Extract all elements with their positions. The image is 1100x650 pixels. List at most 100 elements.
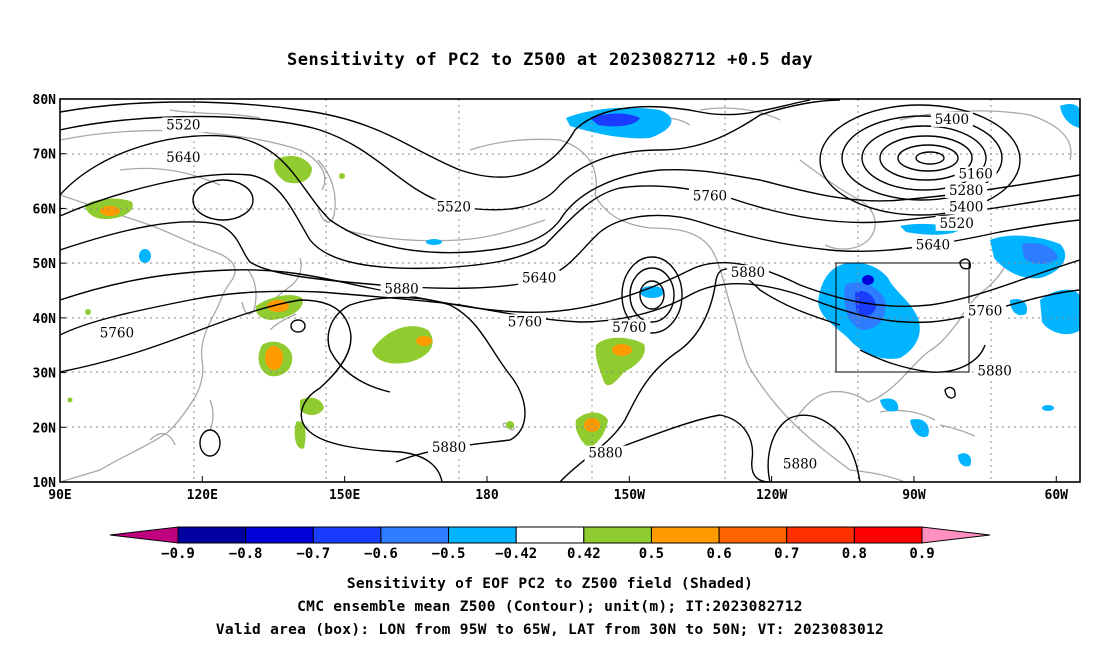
contour-label-bg: [945, 183, 988, 199]
contour-label: 5640: [916, 238, 950, 254]
colorbar-label: −0.8: [229, 546, 263, 562]
colorbar-label: 0.5: [639, 546, 664, 562]
colorbar-label: 0.42: [567, 546, 601, 562]
shade-positive-core: [100, 206, 120, 216]
shade-negative: [1042, 405, 1054, 411]
contour-label: 5520: [166, 117, 200, 133]
contour-label-bg: [503, 314, 546, 330]
contour-labels: 5520564055205760540051605280540055205640…: [95, 111, 1016, 473]
shade-positive: [67, 397, 73, 403]
colorbar-bin: [448, 526, 517, 544]
shade-positive: [294, 421, 306, 449]
contour-label-bg: [964, 303, 1007, 319]
shade-negative: [1060, 104, 1080, 128]
colorbar: −0.9 −0.8 −0.7 −0.6 −0.5 −0.42 0.42 0.5 0.6 0.7 0.…: [109, 526, 991, 562]
shade-negative: [1022, 242, 1058, 264]
contour-label: 5520: [939, 216, 973, 232]
contour-label: 5640: [166, 150, 200, 166]
colorbar-bin: [583, 526, 652, 544]
contour-label: 5760: [508, 314, 542, 330]
contour-label: 5520: [437, 199, 471, 215]
lat-tick-label: 50N: [33, 257, 57, 272]
contour-label: 5880: [588, 446, 622, 462]
lat-tick-label: 20N: [33, 421, 57, 436]
colorbar-bin: [718, 526, 788, 544]
lon-tick-label: 150E: [329, 488, 360, 503]
colorbar-label: 0.8: [842, 546, 867, 562]
page-title: Sensitivity of PC2 to Z500 at 2023082712…: [286, 50, 813, 70]
contour-label-bg: [779, 456, 822, 472]
shade-negative: [139, 249, 151, 263]
shade-negative: [426, 239, 442, 245]
colorbar-label: −0.5: [432, 546, 466, 562]
colorbar-label: 0.7: [774, 546, 799, 562]
contour-label: 5760: [693, 188, 727, 204]
caption-line-2: CMC ensemble mean Z500 (Contour); unit(m…: [297, 599, 803, 615]
lon-tick-label: 150W: [614, 488, 645, 503]
lat-tick-label: 80N: [33, 93, 57, 108]
contour-label: 5880: [731, 265, 765, 281]
contour-label: 5880: [384, 282, 418, 298]
shade-positive: [300, 397, 324, 416]
contour-label: 5880: [432, 440, 466, 456]
shade-negative: [958, 453, 972, 467]
contour-label-bg: [428, 440, 471, 456]
shade-negative: [910, 418, 929, 438]
shade-positive-core: [416, 336, 432, 346]
colorbar-low-extend: [109, 526, 179, 544]
colorbar-bin: [786, 526, 855, 544]
map-area: [60, 99, 1080, 482]
lon-tick-label: 120W: [756, 488, 787, 503]
contour-label-bg: [945, 199, 988, 215]
lon-tick-label: 60W: [1045, 488, 1069, 503]
colorbar-bin: [380, 526, 450, 544]
shade-negative: [880, 398, 899, 412]
lat-tick-label: 70N: [33, 148, 57, 163]
lat-tick-label: 10N: [33, 476, 57, 491]
shade-positive: [339, 173, 345, 179]
lon-tick-label: 90W: [902, 488, 926, 503]
contour-label: 5400: [935, 112, 969, 128]
contour-label: 5400: [949, 199, 983, 215]
shade-positive: [595, 337, 645, 386]
colorbar-label: −0.6: [364, 546, 398, 562]
colorbar-bin: [245, 526, 314, 544]
contour-label-bg: [911, 237, 954, 253]
contour-label-bg: [935, 215, 978, 231]
contour-label-bg: [380, 281, 423, 297]
colorbar-high-extend: [921, 526, 991, 544]
contour-label-bg: [95, 325, 138, 341]
lon-tick-label: 120E: [187, 488, 218, 503]
contour-label-bg: [973, 363, 1016, 379]
shade-negative: [1040, 289, 1080, 335]
contour-label: 5760: [612, 320, 646, 336]
colorbar-bin: [853, 526, 923, 544]
contour-label: 5280: [949, 183, 983, 199]
colorbar-bin: [515, 526, 585, 544]
contour-label-bg: [518, 270, 561, 286]
grid-lines: [60, 99, 1080, 482]
map-frame: [59, 98, 1081, 483]
shade-positive: [506, 421, 514, 429]
contour-label-bg: [608, 319, 651, 335]
colorbar-label: 0.6: [706, 546, 731, 562]
caption-line-1: Sensitivity of EOF PC2 to Z500 field (Sh…: [346, 576, 754, 592]
caption-line-3: Valid area (box): LON from 95W to 65W, L…: [215, 622, 885, 638]
lon-tick-label: 180: [475, 488, 499, 503]
colorbar-bin: [650, 526, 720, 544]
colorbar-label: −0.9: [161, 546, 195, 562]
axis-labels: 90E 120E 150E 180 150W 120W 90W 60W 80N 70N 60N 50N…: [33, 93, 1069, 503]
shade-negative: [590, 113, 640, 127]
lat-tick-label: 60N: [33, 202, 57, 217]
contour-label: 5880: [783, 457, 817, 473]
shade-positive-core: [612, 344, 632, 356]
colorbar-label: 0.9: [909, 546, 934, 562]
contour-label: 5880: [977, 364, 1011, 380]
shade-positive: [372, 326, 433, 364]
shade-negative: [862, 275, 874, 285]
contour-label-bg: [584, 445, 627, 461]
contour-label-bg: [688, 188, 731, 204]
shade-negative: [1010, 298, 1028, 316]
lon-tick-label: 90E: [48, 488, 71, 503]
